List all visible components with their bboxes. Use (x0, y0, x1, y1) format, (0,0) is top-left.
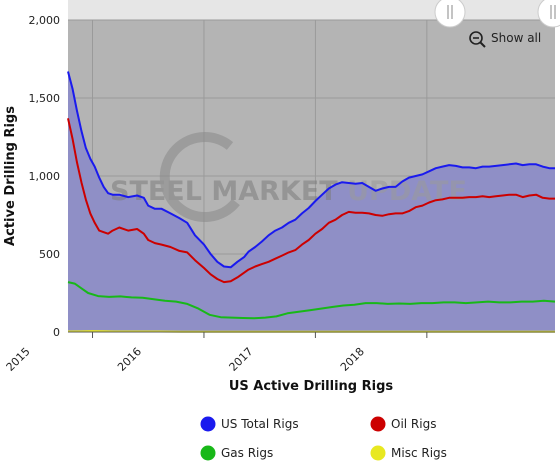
x-tick-label: 2015 (4, 345, 33, 374)
x-tick-label: 2018 (338, 345, 367, 374)
zoom-out-icon (469, 31, 486, 48)
y-axis-title: Active Drilling Rigs (3, 106, 18, 246)
legend-label: US Total Rigs (221, 417, 299, 431)
y-tick-label: 2,000 (29, 14, 61, 27)
x-axis-ticks: 2015 2016 2017 2018 (4, 332, 428, 374)
legend-swatch (200, 445, 216, 461)
range-handle-left[interactable] (434, 0, 466, 28)
watermark-text-steel-market: STEEL MARKET (110, 176, 338, 207)
y-axis-ticks: 0 500 1,000 1,500 2,000 (29, 14, 61, 339)
y-tick-label: 0 (53, 326, 60, 339)
watermark-swoosh (159, 132, 240, 223)
legend-label: Oil Rigs (391, 417, 436, 431)
series-line-gas-rigs (67, 281, 556, 320)
legend-item-oil-rigs[interactable]: Oil Rigs (370, 416, 437, 432)
y-tick-label: 500 (39, 248, 60, 261)
legend-swatch (370, 445, 386, 461)
legend-item-misc-rigs[interactable]: Misc Rigs (370, 445, 447, 461)
y-tick-label: 1,500 (29, 92, 61, 105)
x-tick-label: 2017 (227, 345, 256, 374)
watermark: STEEL MARKET UPDATE (110, 132, 467, 223)
x-axis-title: US Active Drilling Rigs (229, 379, 394, 394)
y-tick-label: 1,000 (29, 170, 61, 183)
area-us-total-rigs (68, 71, 555, 332)
legend-swatch (200, 416, 216, 432)
legend-label: Misc Rigs (391, 446, 447, 460)
legend-label: Gas Rigs (221, 446, 273, 460)
legend-item-us-total-rigs[interactable]: US Total Rigs (200, 416, 299, 432)
range-handle-right[interactable] (537, 0, 560, 28)
area-fills (68, 71, 555, 332)
show-all-button[interactable]: Show all (469, 31, 541, 48)
legend-item-gas-rigs[interactable]: Gas Rigs (200, 445, 274, 461)
range-selector-band[interactable] (68, 0, 555, 20)
series-line-oil-rigs (67, 118, 555, 284)
svg-text:STEEL MARKET UPDATE: STEEL MARKET UPDATE (110, 176, 467, 207)
series-lines (67, 71, 556, 333)
show-all-label: Show all (491, 31, 541, 45)
x-tick-label: 2016 (115, 345, 144, 374)
legend-swatch (370, 416, 386, 432)
series-line-us-total-rigs (67, 71, 555, 269)
legend: US Total Rigs Oil Rigs Gas Rigs Misc Rigs (200, 416, 447, 461)
